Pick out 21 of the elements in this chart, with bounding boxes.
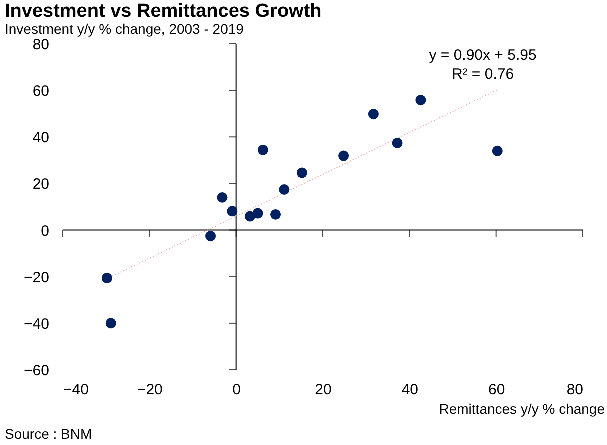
y-tick-label: 40 [32, 130, 50, 147]
y-tick-label: −40 [24, 316, 50, 333]
y-tick-label: 20 [32, 176, 50, 194]
source-note: Source : BNM [5, 426, 92, 442]
x-axis-title: Remittances y/y % change [439, 401, 606, 417]
x-tick-label: 60 [488, 382, 506, 398]
annotation: R² = 0.76 [452, 66, 514, 83]
x-tick-label: 80 [566, 382, 584, 398]
x-tick-label: 0 [232, 382, 242, 398]
annotation: y = 0.90x + 5.95 [429, 47, 537, 64]
y-tick-label: 80 [32, 36, 50, 54]
x-tick-label: −20 [137, 382, 163, 398]
y-axis-title: Investment y/y % change, 2003 - 2019 [5, 21, 244, 37]
y-tick-label: −20 [24, 269, 50, 286]
y-tick-label: 60 [32, 83, 50, 100]
y-tick-label: 0 [41, 222, 50, 240]
y-tick-label: −60 [24, 362, 50, 380]
x-tick-label: 40 [402, 382, 419, 398]
x-tick-label: −40 [64, 382, 89, 398]
x-tick-label: 20 [315, 382, 332, 398]
chart-title: Investment vs Remittances Growth [5, 1, 322, 22]
